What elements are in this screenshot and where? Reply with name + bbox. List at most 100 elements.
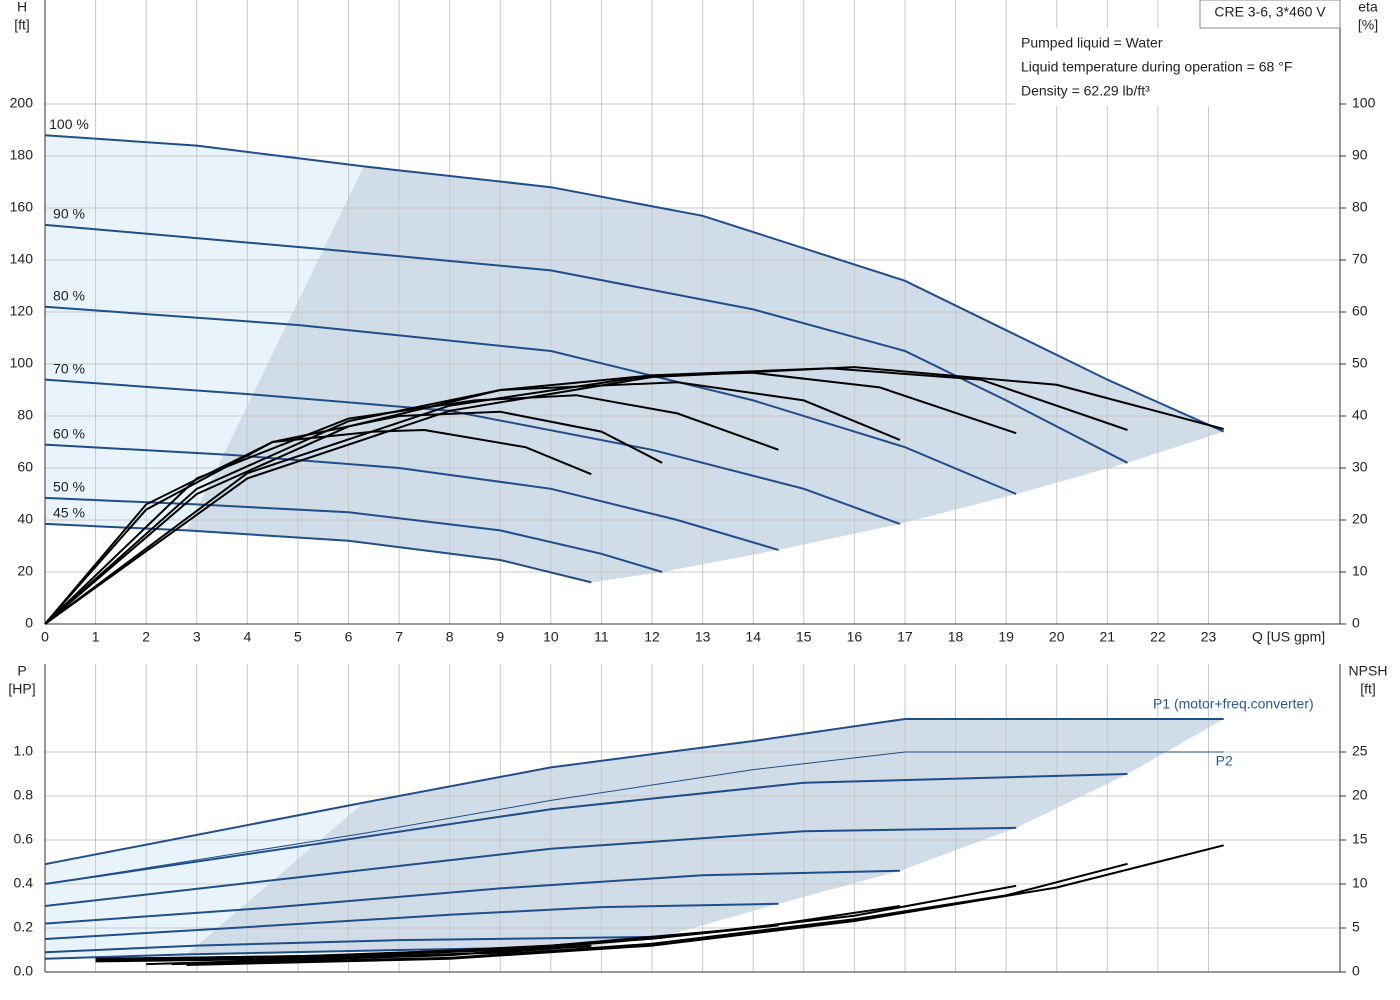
x-tick-label: 23	[1201, 629, 1217, 645]
curve	[44, 378, 901, 525]
y-tick-label: 120	[10, 303, 34, 319]
y-tick-label: 0.6	[14, 831, 34, 847]
curve	[44, 935, 663, 954]
curve	[44, 134, 1225, 433]
y2-tick-label: 0	[1352, 963, 1360, 979]
x-tick-label: 2	[142, 629, 150, 645]
x-tick-label: 21	[1100, 629, 1116, 645]
y2-curve	[44, 371, 1017, 625]
y2-tick-label: 5	[1352, 919, 1360, 935]
y2-tick-label: 0	[1352, 615, 1360, 631]
x-tick-label: 3	[193, 629, 201, 645]
curve	[44, 718, 1224, 866]
y2-tick-label: 20	[1352, 787, 1368, 803]
y2-curve	[95, 944, 592, 963]
x-tick-label: 22	[1150, 629, 1166, 645]
y2-curve	[44, 428, 592, 625]
y-tick-label: 180	[10, 147, 34, 163]
speed-label: 100 %	[49, 116, 89, 132]
y-axis-label: P	[17, 663, 26, 679]
x-tick-label: 11	[594, 629, 609, 645]
x-tick-label: 9	[496, 629, 504, 645]
x-axis-label: Q [US gpm]	[1252, 629, 1325, 645]
x-tick-label: 14	[745, 629, 761, 645]
y2-curve	[44, 381, 901, 625]
annotation: Pumped liquid = Water	[1021, 35, 1163, 51]
legend-label: P2	[1216, 753, 1233, 769]
y2-tick-label: 90	[1352, 147, 1368, 163]
y-axis-unit: [ft]	[14, 17, 30, 33]
y2-tick-label: 50	[1352, 355, 1368, 371]
y2-tick-label: 15	[1352, 831, 1368, 847]
x-tick-label: 16	[847, 629, 863, 645]
y2-tick-label: 100	[1352, 95, 1376, 111]
title-box	[1199, 0, 1341, 29]
y2-axis-unit: [ft]	[1360, 681, 1376, 697]
curve	[44, 223, 1128, 464]
chart-title: CRE 3-6, 3*460 V	[1214, 4, 1326, 20]
y-axis-unit: [HP]	[8, 681, 35, 697]
y2-axis-label: eta	[1358, 0, 1378, 15]
y2-axis-unit: [%]	[1358, 17, 1378, 33]
y-tick-label: 140	[10, 251, 34, 267]
curve	[44, 826, 1017, 907]
y2-tick-label: 30	[1352, 459, 1368, 475]
x-tick-label: 7	[395, 629, 403, 645]
x-tick-label: 4	[243, 629, 251, 645]
annotation: Density = 62.29 lb/ft³	[1021, 83, 1150, 99]
curve	[44, 751, 1224, 885]
light-region	[45, 135, 364, 531]
light-region	[45, 802, 364, 959]
speed-label: 70 %	[53, 360, 85, 376]
y2-curve	[44, 410, 663, 625]
x-tick-label: 10	[543, 629, 559, 645]
y2-tick-label: 80	[1352, 199, 1368, 215]
curve	[44, 902, 779, 940]
y2-tick-label: 60	[1352, 303, 1368, 319]
x-tick-label: 8	[446, 629, 454, 645]
y-tick-label: 20	[17, 563, 33, 579]
y-tick-label: 100	[10, 355, 34, 371]
y-tick-label: 1.0	[14, 743, 34, 759]
curve	[44, 522, 592, 584]
x-tick-label: 13	[695, 629, 711, 645]
speed-label: 90 %	[53, 206, 85, 222]
x-tick-label: 20	[1049, 629, 1065, 645]
x-tick-label: 12	[644, 629, 660, 645]
y-tick-label: 0.8	[14, 787, 34, 803]
y2-axis-label: NPSH	[1349, 663, 1388, 679]
x-tick-label: 18	[948, 629, 964, 645]
y-tick-label: 0.2	[14, 919, 34, 935]
y-tick-label: 0.4	[14, 875, 34, 891]
x-tick-label: 15	[796, 629, 812, 645]
x-tick-label: 6	[345, 629, 353, 645]
y2-tick-label: 70	[1352, 251, 1368, 267]
y-tick-label: 0	[25, 615, 33, 631]
info-box	[1015, 28, 1339, 106]
curve	[44, 773, 1128, 885]
y-tick-label: 40	[17, 511, 33, 527]
x-tick-label: 17	[897, 629, 913, 645]
y-axis-label: H	[17, 0, 27, 15]
y2-curve	[171, 862, 1128, 966]
x-tick-label: 5	[294, 629, 302, 645]
y2-tick-label: 20	[1352, 511, 1368, 527]
x-tick-label: 19	[998, 629, 1014, 645]
curve	[44, 443, 779, 551]
y-tick-label: 0.0	[14, 963, 34, 979]
y2-tick-label: 25	[1352, 743, 1368, 759]
x-tick-label: 1	[92, 629, 100, 645]
y2-tick-label: 10	[1352, 875, 1368, 891]
y-tick-label: 200	[10, 95, 34, 111]
x-tick-label: 0	[41, 629, 49, 645]
y-tick-label: 80	[17, 407, 33, 423]
curve	[44, 869, 900, 925]
y-tick-label: 160	[10, 199, 34, 215]
speed-label: 50 %	[53, 479, 85, 495]
speed-label: 45 %	[53, 505, 85, 521]
y2-curve	[44, 366, 1224, 625]
legend-label: P1 (motor+freq.converter)	[1153, 696, 1314, 712]
y2-tick-label: 10	[1352, 563, 1368, 579]
y2-tick-label: 40	[1352, 407, 1368, 423]
